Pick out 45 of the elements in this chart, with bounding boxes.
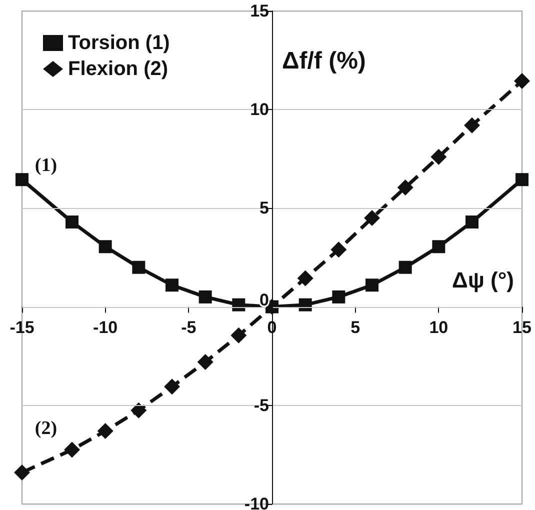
x-tick-label: -15 bbox=[10, 318, 34, 337]
point bbox=[430, 148, 447, 165]
y-tick-label: 10 bbox=[250, 100, 269, 120]
point bbox=[16, 173, 28, 186]
point bbox=[397, 179, 414, 196]
point bbox=[164, 378, 180, 395]
point bbox=[98, 240, 112, 254]
point bbox=[330, 242, 347, 258]
point bbox=[232, 298, 246, 312]
point bbox=[130, 402, 147, 418]
point bbox=[230, 327, 247, 344]
point bbox=[466, 216, 478, 229]
point bbox=[432, 240, 446, 254]
x-tick-label: -10 bbox=[93, 318, 118, 337]
point bbox=[166, 278, 178, 292]
point bbox=[332, 290, 346, 304]
point bbox=[97, 423, 114, 440]
point bbox=[14, 464, 30, 480]
point bbox=[364, 210, 380, 226]
x-tick-label: 10 bbox=[429, 318, 448, 337]
y-tick-label: 5 bbox=[260, 198, 269, 218]
point bbox=[66, 216, 78, 229]
point bbox=[516, 173, 528, 186]
legend-label: Flexion (2) bbox=[68, 58, 168, 80]
x-tick-label: 15 bbox=[512, 318, 532, 337]
annotation: (1) bbox=[34, 155, 58, 176]
point bbox=[297, 270, 314, 286]
y-tick-label: 15 bbox=[250, 2, 269, 20]
y-tick-label: -5 bbox=[254, 396, 269, 415]
point bbox=[64, 442, 80, 458]
legend-label: Torsion (1) bbox=[68, 32, 170, 54]
x-tick-label: 5 bbox=[350, 318, 360, 337]
point bbox=[197, 354, 214, 370]
x-axis-title: Δψ (°) bbox=[452, 267, 514, 292]
annotation: (2) bbox=[34, 418, 58, 439]
x-tick-label: -5 bbox=[181, 318, 196, 337]
point bbox=[366, 278, 378, 292]
point bbox=[198, 290, 212, 304]
y-tick-label: -10 bbox=[244, 494, 269, 510]
point bbox=[298, 298, 312, 312]
point bbox=[132, 260, 146, 274]
point bbox=[464, 117, 480, 134]
point bbox=[514, 73, 530, 90]
point bbox=[398, 260, 412, 274]
y-axis-title: Δf/f (%) bbox=[282, 48, 366, 74]
